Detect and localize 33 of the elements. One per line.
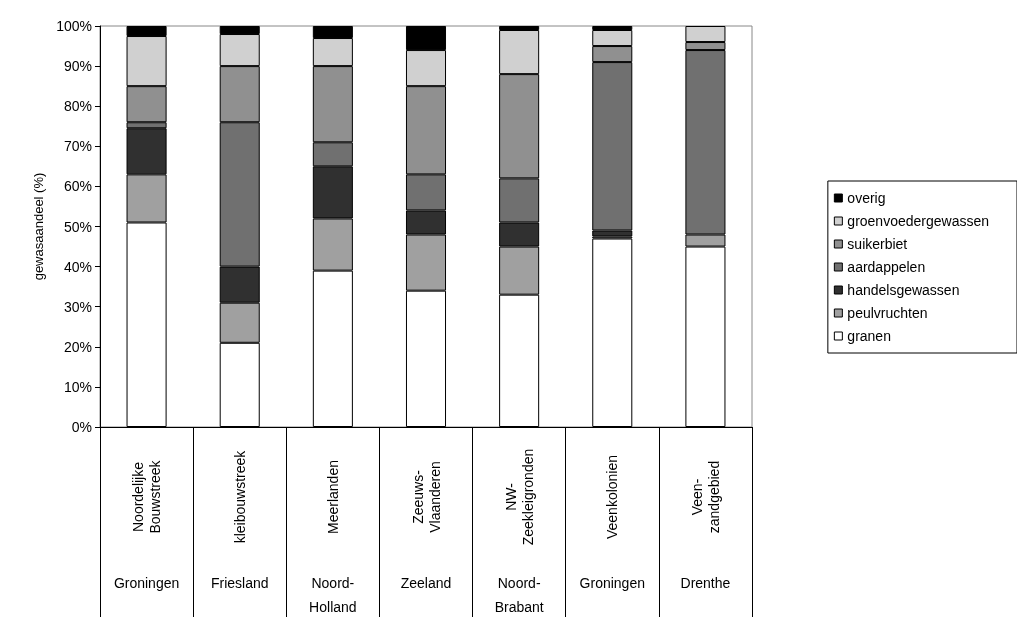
y-tick-label: 0% xyxy=(71,419,92,435)
legend-label: granen xyxy=(847,328,891,344)
legend-label: groenvoedergewassen xyxy=(847,213,989,229)
y-tick-label: 50% xyxy=(63,218,92,235)
y-tick-label: 80% xyxy=(63,98,92,115)
x-tick-label: Noordelijke Bouwstreek xyxy=(130,459,164,534)
y-tick-label: 60% xyxy=(63,178,92,195)
text: Zeeland xyxy=(400,575,452,591)
legend-label: suikerbiet xyxy=(847,236,908,252)
x-tick-label: Veen- zandgebied xyxy=(688,460,722,534)
legend-label: peulvruchten xyxy=(847,305,928,321)
x-tick-label: Veenkolonien xyxy=(604,454,621,540)
x-tick-label: Meerlanden xyxy=(324,460,341,534)
y-tick-label: 10% xyxy=(63,378,92,395)
text: Noord- Holland xyxy=(309,575,357,615)
y-tick-label: 90% xyxy=(63,58,92,75)
text: Groningen xyxy=(113,575,180,591)
y-tick-label: 30% xyxy=(63,298,92,315)
legend-label: overig xyxy=(847,190,886,206)
y-tick-label: 40% xyxy=(63,258,92,275)
x-tick-label: Zeeuws- Vlaanderen xyxy=(409,461,443,533)
y-tick-label: 100% xyxy=(56,18,92,34)
legend-label: handelsgewassen xyxy=(847,282,960,298)
text: Friesland xyxy=(210,575,269,591)
x-tick-label: kleibouwstreek xyxy=(231,449,248,544)
legend-label: aardappelen xyxy=(847,259,926,275)
y-tick-label: 20% xyxy=(63,338,92,355)
text: Noord- Brabant xyxy=(494,575,544,615)
y-tick-label: 70% xyxy=(63,138,92,155)
text: Drenthe xyxy=(680,575,731,591)
y-axis-title: gewasaandeel (%) xyxy=(31,172,46,281)
x-tick-label: NW- Zeekleigronden xyxy=(502,448,536,546)
text: Groningen xyxy=(579,575,645,591)
